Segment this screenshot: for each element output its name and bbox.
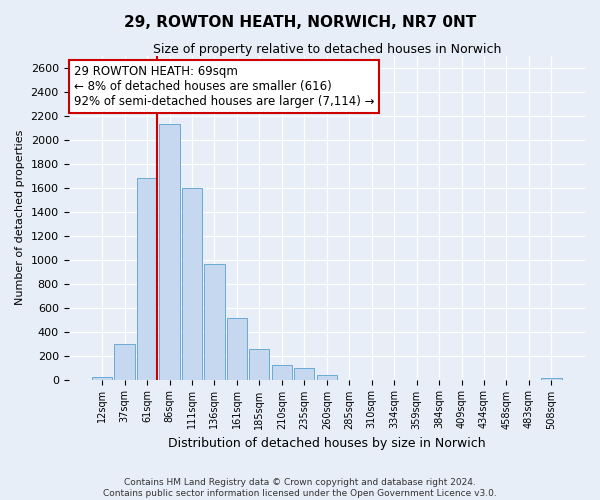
Bar — [205, 264, 224, 380]
Bar — [317, 376, 337, 380]
Bar — [115, 344, 134, 380]
Bar — [541, 378, 562, 380]
Bar — [182, 188, 202, 380]
Y-axis label: Number of detached properties: Number of detached properties — [15, 130, 25, 305]
Bar — [294, 368, 314, 380]
Bar — [137, 178, 157, 380]
Text: 29 ROWTON HEATH: 69sqm
← 8% of detached houses are smaller (616)
92% of semi-det: 29 ROWTON HEATH: 69sqm ← 8% of detached … — [74, 65, 374, 108]
Bar — [227, 318, 247, 380]
Bar — [92, 377, 112, 380]
Title: Size of property relative to detached houses in Norwich: Size of property relative to detached ho… — [152, 42, 501, 56]
X-axis label: Distribution of detached houses by size in Norwich: Distribution of detached houses by size … — [168, 437, 485, 450]
Text: Contains HM Land Registry data © Crown copyright and database right 2024.
Contai: Contains HM Land Registry data © Crown c… — [103, 478, 497, 498]
Bar — [249, 349, 269, 380]
Text: 29, ROWTON HEATH, NORWICH, NR7 0NT: 29, ROWTON HEATH, NORWICH, NR7 0NT — [124, 15, 476, 30]
Bar — [160, 124, 179, 380]
Bar — [272, 365, 292, 380]
